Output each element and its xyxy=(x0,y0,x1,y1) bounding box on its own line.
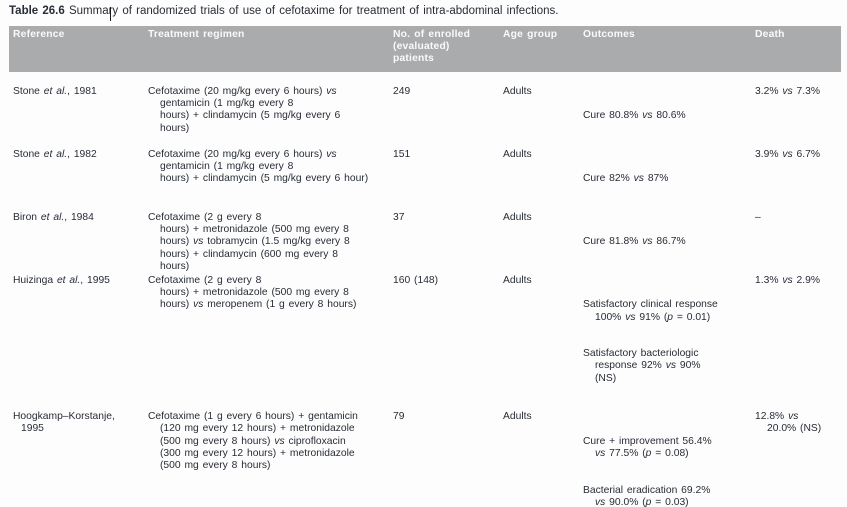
regimen-cell: Cefotaxime (2 g every 8 hours) + metroni… xyxy=(148,275,357,311)
col-header-outcomes: Outcomes xyxy=(583,29,635,40)
death-cell: 1.3% vs 2.9% xyxy=(755,275,820,287)
col-header-age-group: Age group xyxy=(503,29,558,40)
outcome-item: Cure + improvement 56.4% vs 77.5% (p = 0… xyxy=(583,435,712,459)
outcomes-cell: Cure 80.8% vs 80.6% xyxy=(583,86,753,147)
table-header-row: Reference Treatment regimen No. of enrol… xyxy=(9,26,841,72)
trials-table: Reference Treatment regimen No. of enrol… xyxy=(9,26,841,507)
outcomes-cell: Satisfactory clinical response 100% vs 9… xyxy=(583,275,753,409)
death-cell: 12.8% vs 20.0% (NS) xyxy=(755,411,822,435)
regimen-cell: Cefotaxime (1 g every 6 hours) + gentami… xyxy=(148,411,358,472)
reference-cell: Hoogkamp–Korstanje, 1995 xyxy=(13,411,115,435)
patients-cell: 160 (148) xyxy=(393,275,439,287)
age-group-cell: Adults xyxy=(503,212,532,224)
table-row: Stone et al., 1981 Cefotaxime (20 mg/kg … xyxy=(9,86,841,147)
table-caption: Table 26.6 Summary of randomized trials … xyxy=(9,4,847,18)
reference-cell: Biron et al., 1984 xyxy=(13,212,94,224)
patients-cell: 37 xyxy=(393,212,405,224)
table-row: Huizinga et al., 1995 Cefotaxime (2 g ev… xyxy=(9,275,841,409)
reference-cell: Huizinga et al., 1995 xyxy=(13,275,110,287)
regimen-cell: Cefotaxime (20 mg/kg every 6 hours) vs g… xyxy=(148,149,369,185)
col-header-reference: Reference xyxy=(13,29,65,40)
reference-cell: Stone et al., 1981 xyxy=(13,86,97,97)
table-body: Stone et al., 1981 Cefotaxime (20 mg/kg … xyxy=(9,86,841,507)
table-row: Stone et al., 1982 Cefotaxime (20 mg/kg … xyxy=(9,149,841,210)
outcome-item: Satisfactory clinical response 100% vs 9… xyxy=(583,299,718,323)
outcomes-cell: Cure + improvement 56.4% vs 77.5% (p = 0… xyxy=(583,411,753,507)
outcome-item: Cure 80.8% vs 80.6% xyxy=(583,110,686,122)
death-cell: 3.9% vs 6.7% xyxy=(755,149,820,161)
patients-cell: 249 xyxy=(393,86,411,97)
table-row: Biron et al., 1984 Cefotaxime (2 g every… xyxy=(9,212,841,273)
outcomes-cell: Cure 81.8% vs 86.7% xyxy=(583,212,753,273)
death-cell: 3.2% vs 7.3% xyxy=(755,86,820,97)
document-page: { "title": { "label": "Table 26.6", "tex… xyxy=(0,4,847,507)
table-row: Hoogkamp–Korstanje, 1995 Cefotaxime (1 g… xyxy=(9,411,841,507)
reference-cell: Stone et al., 1982 xyxy=(13,149,97,161)
outcome-item: Cure 81.8% vs 86.7% xyxy=(583,236,686,248)
age-group-cell: Adults xyxy=(503,275,532,287)
age-group-cell: Adults xyxy=(503,411,532,423)
table-number: Table 26.6 xyxy=(9,5,65,17)
table-caption-text: Summary of randomized trials of use of c… xyxy=(68,5,559,17)
col-header-death: Death xyxy=(755,29,785,40)
age-group-cell: Adults xyxy=(503,86,532,97)
death-cell: – xyxy=(755,212,761,224)
text-cursor xyxy=(110,7,111,21)
patients-cell: 151 xyxy=(393,149,411,161)
outcome-item: Satisfactory bacteriologic response 92% … xyxy=(583,348,701,384)
regimen-cell: Cefotaxime (2 g every 8 hours) + metroni… xyxy=(148,212,350,272)
col-header-treatment-regimen: Treatment regimen xyxy=(148,29,245,40)
outcome-item: Cure 82% vs 87% xyxy=(583,173,669,185)
regimen-cell: Cefotaxime (20 mg/kg every 6 hours) vs g… xyxy=(148,86,341,134)
age-group-cell: Adults xyxy=(503,149,532,161)
col-header-patients: No. of enrolled (evaluated) patients xyxy=(393,29,471,65)
outcomes-cell: Cure 82% vs 87% xyxy=(583,149,753,210)
outcome-item: Bacterial eradication 69.2% vs 90.0% (p … xyxy=(583,484,711,507)
patients-cell: 79 xyxy=(393,411,405,423)
